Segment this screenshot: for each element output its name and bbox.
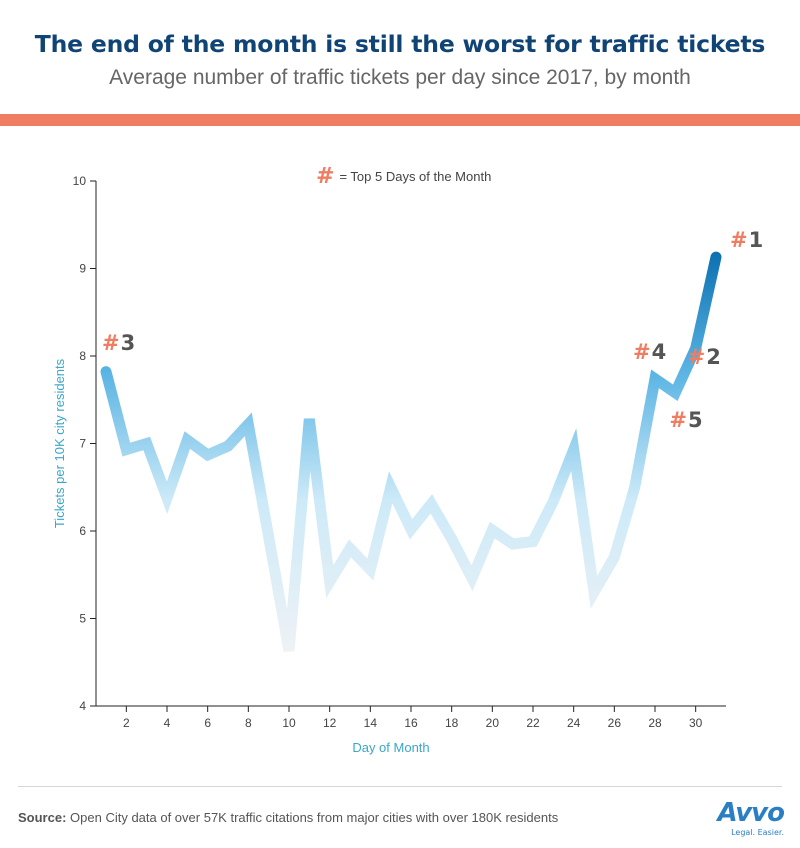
x-tick-label: 26 bbox=[608, 716, 622, 730]
source-text: Open City data of over 57K traffic citat… bbox=[70, 810, 559, 825]
logo-wordmark: Avvo bbox=[717, 798, 785, 828]
source-label: Source: bbox=[18, 810, 67, 825]
source-divider bbox=[18, 786, 782, 787]
x-tick-label: 8 bbox=[245, 716, 252, 730]
data-point bbox=[673, 391, 677, 395]
chart-subtitle: Average number of traffic tickets per da… bbox=[109, 66, 691, 89]
rank-hash: # bbox=[730, 228, 748, 252]
chart-title: The end of the month is still the worst … bbox=[34, 30, 766, 58]
data-point bbox=[206, 453, 210, 457]
x-tick-label: 16 bbox=[404, 716, 418, 730]
data-point bbox=[104, 370, 108, 374]
data-point bbox=[368, 568, 372, 572]
x-tick-label: 4 bbox=[164, 716, 171, 730]
x-tick-label: 10 bbox=[282, 716, 296, 730]
rank-label-4: #4 bbox=[633, 340, 666, 364]
data-point bbox=[124, 448, 128, 452]
y-tick-label: 8 bbox=[79, 349, 86, 363]
data-point bbox=[328, 580, 332, 584]
y-tick-label: 4 bbox=[79, 699, 86, 713]
rank-label-5: #5 bbox=[669, 408, 702, 432]
rank-number: 3 bbox=[121, 331, 136, 355]
x-tick-label: 20 bbox=[486, 716, 500, 730]
data-point bbox=[307, 417, 311, 421]
data-point bbox=[185, 438, 189, 442]
y-tick-label: 5 bbox=[79, 612, 86, 626]
data-point bbox=[470, 576, 474, 580]
y-tick-label: 7 bbox=[79, 437, 86, 451]
rank-hash: # bbox=[669, 408, 687, 432]
source-note: Source: Open City data of over 57K traff… bbox=[18, 810, 558, 825]
x-tick-label: 6 bbox=[204, 716, 211, 730]
x-tick-label: 22 bbox=[526, 716, 540, 730]
rank-hash: # bbox=[688, 345, 706, 369]
logo-tagline: Legal. Easier. bbox=[731, 828, 784, 837]
rank-number: 2 bbox=[706, 345, 721, 369]
x-tick-label: 28 bbox=[648, 716, 662, 730]
data-point bbox=[450, 537, 454, 541]
data-point bbox=[714, 255, 718, 259]
data-point bbox=[287, 649, 291, 653]
x-tick-label: 18 bbox=[445, 716, 459, 730]
rank-label-2: #2 bbox=[688, 345, 721, 369]
rank-hash: # bbox=[102, 331, 120, 355]
x-tick-label: 14 bbox=[364, 716, 378, 730]
rank-label-3: #3 bbox=[102, 331, 135, 355]
rank-label-1: #1 bbox=[730, 228, 763, 252]
data-point bbox=[572, 448, 576, 452]
data-point bbox=[429, 502, 433, 506]
legend-text: = Top 5 Days of the Month bbox=[339, 169, 491, 184]
x-tick-label: 2 bbox=[123, 716, 130, 730]
data-point bbox=[145, 442, 149, 446]
data-point bbox=[551, 499, 555, 503]
y-tick-label: 6 bbox=[79, 524, 86, 538]
data-point bbox=[633, 485, 637, 489]
data-point bbox=[490, 528, 494, 532]
avvo-logo: Avvo Legal. Easier. bbox=[717, 798, 785, 838]
legend: # = Top 5 Days of the Month bbox=[316, 164, 491, 189]
data-point bbox=[409, 527, 413, 531]
data-point bbox=[246, 422, 250, 426]
data-point bbox=[389, 485, 393, 489]
y-axis-title: Tickets per 10K city residents bbox=[52, 358, 67, 528]
data-point bbox=[165, 496, 169, 500]
y-tick-label: 10 bbox=[73, 174, 87, 188]
data-point bbox=[267, 535, 271, 539]
data-point bbox=[653, 377, 657, 381]
data-point bbox=[511, 542, 515, 546]
legend-symbol: # bbox=[316, 164, 334, 189]
data-point bbox=[348, 547, 352, 551]
data-line bbox=[100, 251, 722, 652]
rank-number: 1 bbox=[749, 228, 764, 252]
data-point bbox=[531, 540, 535, 544]
x-axis-title: Day of Month bbox=[352, 740, 429, 755]
x-tick-label: 30 bbox=[689, 716, 703, 730]
rank-number: 5 bbox=[688, 408, 703, 432]
y-tick-label: 9 bbox=[79, 262, 86, 276]
x-tick-label: 24 bbox=[567, 716, 581, 730]
rank-hash: # bbox=[633, 340, 651, 364]
x-tick-label: 12 bbox=[323, 716, 337, 730]
data-point bbox=[592, 590, 596, 594]
data-point bbox=[612, 555, 616, 559]
accent-bar bbox=[0, 114, 800, 126]
data-point bbox=[226, 444, 230, 448]
rank-number: 4 bbox=[652, 340, 667, 364]
